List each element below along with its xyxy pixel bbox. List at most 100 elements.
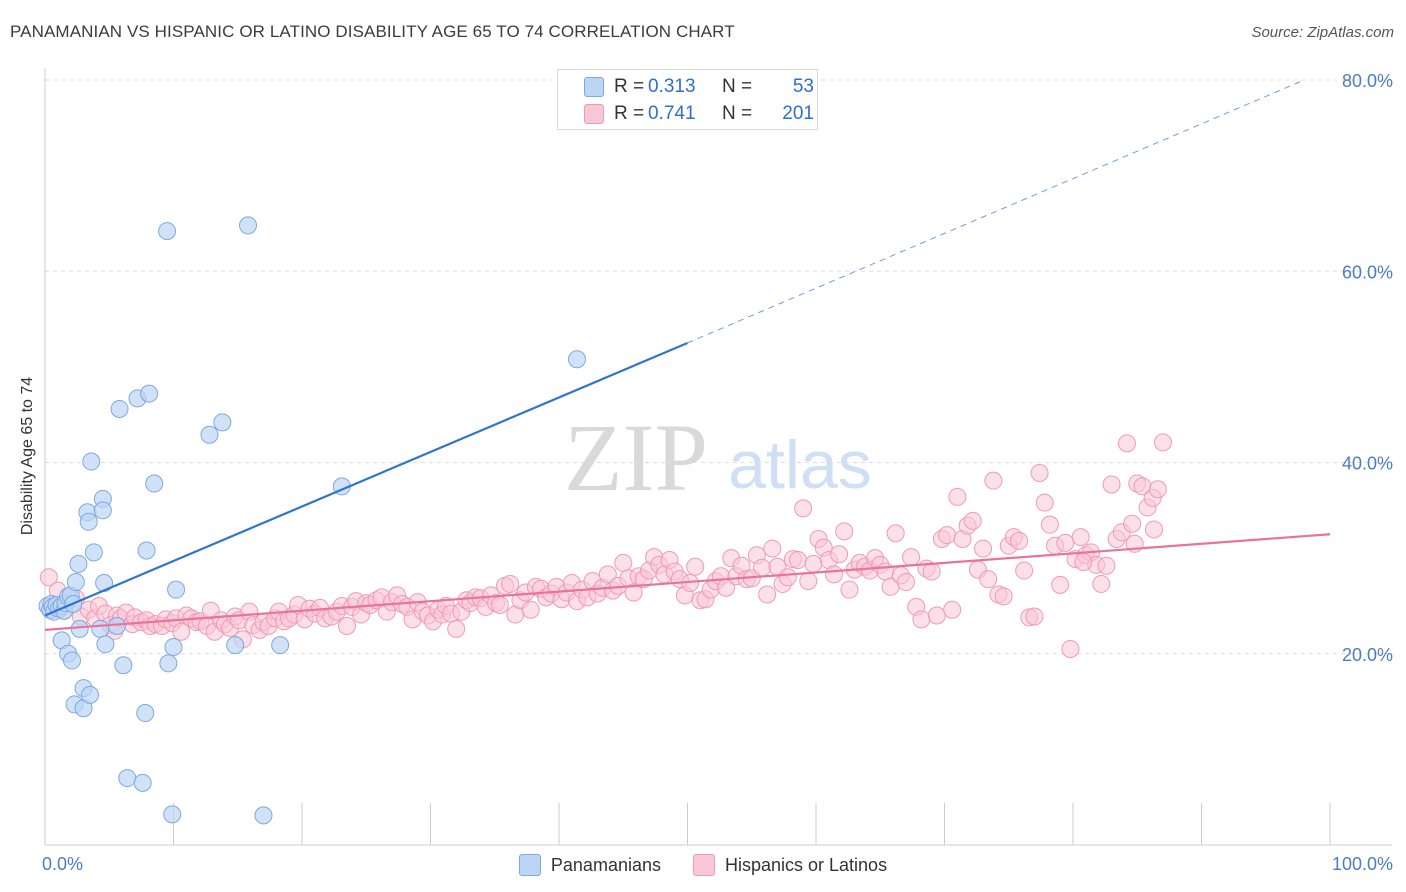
hispanics-point-176 <box>943 600 962 619</box>
y-tick-label-2: 60.0% <box>1342 262 1393 282</box>
panamanians-point-23 <box>79 512 98 531</box>
legend-label-panamanians: Panamanians <box>550 854 661 875</box>
hispanics-point-109 <box>598 565 617 584</box>
series-panamanians-points <box>38 216 586 825</box>
panamanians-point-40 <box>140 384 159 403</box>
hispanics-point-155 <box>835 522 854 541</box>
hispanics-point-156 <box>840 580 859 599</box>
hispanics-point-139 <box>753 558 772 577</box>
hispanics-point-194 <box>1035 493 1054 512</box>
panamanians-trendline <box>44 341 688 617</box>
hispanics-point-168 <box>902 548 921 567</box>
panamanians-point-34 <box>114 656 133 675</box>
hispanics-point-149 <box>804 554 823 573</box>
legend-r-value: 0.741 <box>648 103 696 124</box>
hispanics-point-189 <box>1010 531 1029 550</box>
legend-n-label: N = <box>722 76 753 97</box>
panamanians-point-42 <box>158 222 177 241</box>
chart-title: PANAMANIAN VS HISPANIC OR LATINO DISABIL… <box>10 22 735 41</box>
hispanics-point-218 <box>1144 520 1163 539</box>
hispanics-point-114 <box>624 583 643 602</box>
panamanians-point-41 <box>145 474 164 493</box>
hispanics-point-167 <box>896 573 915 592</box>
x-tick-label-start: 0.0% <box>42 854 83 874</box>
hispanics-point-165 <box>886 524 905 543</box>
hispanics-point-205 <box>1092 574 1111 593</box>
hispanics-point-184 <box>984 471 1003 490</box>
hispanics-point-207 <box>1102 475 1121 494</box>
hispanics-point-88 <box>490 595 509 614</box>
y-tick-labels: 20.0% 40.0% 60.0% 80.0% <box>1342 71 1393 665</box>
panamanians-point-50 <box>239 216 258 235</box>
y-axis-label: Disability Age 65 to 74 <box>19 376 36 536</box>
hispanics-point-186 <box>994 587 1013 606</box>
hispanics-point-217 <box>1153 433 1172 452</box>
legend-r-value: 0.313 <box>648 76 696 97</box>
source-note: Source: ZipAtlas.com <box>1251 24 1394 41</box>
panamanians-point-46 <box>167 580 186 599</box>
panamanians-point-38 <box>136 704 155 723</box>
hispanics-point-182 <box>974 539 993 558</box>
watermark-zip: ZIP <box>564 404 708 511</box>
panamanians-point-33 <box>110 399 129 418</box>
hispanics-point-24 <box>172 622 191 641</box>
hispanics-point-211 <box>1123 514 1142 533</box>
hispanics-point-192 <box>1025 607 1044 626</box>
axes <box>44 68 1392 846</box>
panamanians-point-37 <box>133 773 152 792</box>
panamanians-point-47 <box>200 425 219 444</box>
hispanics-point-220 <box>1074 552 1093 571</box>
hispanics-point-201 <box>1071 528 1090 547</box>
panamanians-trendline-extension <box>687 79 1305 344</box>
panamanians-point-45 <box>164 638 183 657</box>
legend-n-label: N = <box>722 103 753 124</box>
legend-swatch-pink <box>584 104 604 124</box>
hispanics-point-112 <box>614 553 633 572</box>
hispanics-trendline <box>44 533 1331 631</box>
hispanics-point-172 <box>922 562 941 581</box>
hispanics-point-199 <box>1061 639 1080 658</box>
hispanics-point-140 <box>758 585 777 604</box>
panamanians-point-24 <box>80 685 99 704</box>
panamanians-point-29 <box>93 501 112 520</box>
hispanics-point-57 <box>337 617 356 636</box>
legend-row-hispanics: R = 0.741 N = 201 <box>584 101 814 127</box>
legend-swatch-blue <box>518 854 541 876</box>
hispanics-point-175 <box>938 526 957 545</box>
hispanics-point-173 <box>927 606 946 625</box>
hispanics-point-197 <box>1051 575 1070 594</box>
series-hispanics-points <box>39 433 1172 658</box>
hispanics-point-198 <box>1056 533 1075 552</box>
hispanics-point-154 <box>830 545 849 564</box>
hispanics-point-163 <box>876 562 895 581</box>
hispanics-point-0 <box>39 568 58 587</box>
legend-item-panamanians: Panamanians <box>518 854 661 876</box>
panamanians-point-15 <box>62 651 81 670</box>
legend-r-label: R = <box>614 76 645 97</box>
y-tick-label-3: 80.0% <box>1342 71 1393 91</box>
hispanics-point-216 <box>1148 480 1167 499</box>
hispanics-point-210 <box>1117 434 1136 453</box>
hispanics-point-146 <box>789 551 808 570</box>
hispanics-point-193 <box>1030 464 1049 483</box>
legend-n-value: 53 <box>792 76 814 97</box>
panamanians-point-17 <box>66 573 85 592</box>
panamanians-point-48 <box>213 413 232 432</box>
x-tick-label-end: 100.0% <box>1332 854 1393 874</box>
panamanians-point-52 <box>271 636 290 655</box>
legend-r-label: R = <box>614 103 645 124</box>
hispanics-point-183 <box>979 570 998 589</box>
panamanians-point-35 <box>118 769 137 788</box>
hispanics-point-206 <box>1097 556 1116 575</box>
hispanics-point-195 <box>1040 515 1059 534</box>
legend-label-hispanics: Hispanics or Latinos <box>724 854 888 875</box>
panamanians-point-27 <box>91 619 110 638</box>
hispanics-point-180 <box>963 511 982 530</box>
legend-n-value: 201 <box>782 103 814 124</box>
hispanics-point-144 <box>778 568 797 587</box>
legend-item-hispanics: Hispanics or Latinos <box>692 854 888 876</box>
panamanians-point-18 <box>69 554 88 573</box>
legend-row-panamanians: R = 0.313 N = 53 <box>584 74 814 100</box>
hispanics-point-170 <box>912 610 931 629</box>
